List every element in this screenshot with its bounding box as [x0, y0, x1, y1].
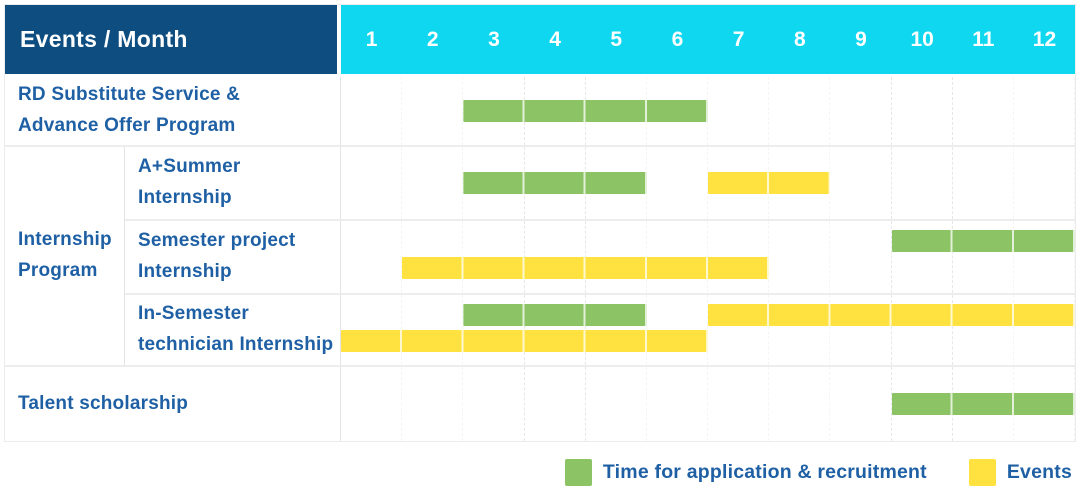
month-grid-cell — [586, 367, 647, 441]
month-grid-cell — [769, 367, 831, 441]
month-grid-cell — [953, 77, 1014, 145]
row-label-text: Semester project Internship — [138, 230, 296, 282]
chart-row-talent-scholarship — [341, 367, 1076, 441]
month-grid-cell — [402, 367, 464, 441]
month-tick-label: 7 — [732, 27, 745, 51]
schedule-table: Events / Month 1 2 3 4 5 6 7 8 9 10 11 12 RD Substi… — [4, 4, 1076, 442]
legend-item: Time for application & recruitment — [564, 459, 927, 486]
chart-row-rd-substitute — [341, 77, 1076, 147]
gantt-bar — [891, 393, 1075, 415]
gantt-bar — [402, 257, 770, 280]
month-tick-label: 8 — [793, 27, 806, 51]
row-label-text: Talent scholarship — [18, 392, 189, 414]
row-label-text: In-Semester technician Internship — [138, 303, 334, 355]
row-label-a-plus-summer-internship: A+Summer Internship — [125, 147, 341, 221]
month-tick-label: 6 — [671, 27, 684, 51]
month-tick-label: 12 — [1032, 27, 1057, 51]
legend-label: Time for application & recruitment — [602, 461, 927, 483]
month-grid-cell — [402, 77, 464, 145]
month-tick-label: 9 — [855, 27, 867, 51]
gantt-bar — [891, 230, 1075, 253]
month-grid-cell — [341, 77, 403, 145]
legend-swatch-icon — [564, 459, 592, 486]
month-grid-cell — [341, 221, 403, 293]
row-label-rd-substitute: RD Substitute Service & Advance Offer Pr… — [5, 77, 341, 147]
month-grid-cell — [953, 147, 1014, 219]
month-grid-cell — [1014, 147, 1076, 219]
month-grid-cell — [647, 367, 709, 441]
group-label-text: Internship Program — [18, 229, 112, 281]
month-grid-cell — [708, 367, 770, 441]
month-grid-cell — [769, 77, 831, 145]
legend-item: Events — [968, 459, 1072, 486]
events-month-header-cell: Events / Month — [5, 5, 341, 77]
row-label-semester-project-internship: Semester project Internship — [125, 221, 341, 295]
month-tick-label: 5 — [610, 27, 623, 51]
gantt-bar — [341, 329, 708, 352]
chart-row-a-plus-summer-internship — [341, 147, 1076, 221]
legend: Time for application & recruitment Events — [0, 442, 1072, 486]
month-grid-cell — [708, 77, 770, 145]
month-grid-cell — [830, 77, 892, 145]
legend-swatch-icon — [968, 459, 996, 486]
month-tick-label: 3 — [488, 27, 500, 51]
row-label-text: A+Summer Internship — [138, 156, 241, 208]
month-grid-cell — [1014, 77, 1076, 145]
month-grid-cell — [402, 147, 464, 219]
gantt-bar — [708, 172, 831, 194]
row-label-text: RD Substitute Service & Advance Offer Pr… — [18, 84, 241, 136]
gantt-bar — [463, 172, 647, 194]
row-label-talent-scholarship: Talent scholarship — [5, 367, 341, 441]
month-tick-label: 10 — [910, 27, 934, 51]
month-tick-label: 11 — [972, 27, 995, 51]
month-grid-cell — [830, 221, 892, 293]
gantt-bar — [708, 303, 1075, 326]
month-tick-label: 4 — [549, 27, 561, 51]
legend-label: Events — [1006, 461, 1072, 483]
gantt-bar — [463, 303, 647, 326]
month-header-row: 1 2 3 4 5 6 7 8 9 10 11 12 — [341, 5, 1075, 77]
month-grid-cell — [830, 367, 892, 441]
row-label-in-semester-technician-internship: In-Semester technician Internship — [125, 295, 341, 367]
month-tick-label: 1 — [365, 27, 378, 51]
month-grid-cell — [647, 147, 709, 219]
month-grid-cell — [341, 147, 403, 219]
chart-row-in-semester-technician-internship — [341, 295, 1076, 367]
month-grid-cell — [341, 367, 403, 441]
group-label-internship-program: Internship Program — [5, 147, 125, 367]
month-grid-cell — [892, 147, 953, 219]
month-tick-label: 2 — [426, 27, 439, 51]
table-title: Events / Month — [20, 26, 188, 52]
gantt-bar — [463, 100, 708, 122]
month-grid-cell — [769, 221, 831, 293]
month-grid-cell — [463, 367, 525, 441]
month-grid-cell — [525, 367, 586, 441]
chart-row-semester-project-internship — [341, 221, 1076, 295]
month-grid-cell — [830, 147, 892, 219]
month-grid-cell — [892, 77, 953, 145]
